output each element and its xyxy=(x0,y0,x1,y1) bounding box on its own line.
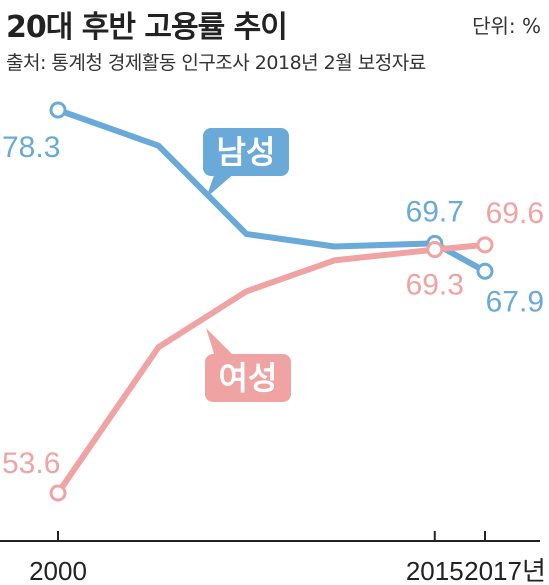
data-label-female: 53.6 xyxy=(2,447,60,480)
legend-callout-male-tail xyxy=(206,170,236,198)
unit-label: 단위: % xyxy=(472,14,541,38)
data-point-female xyxy=(49,484,67,502)
legend-callout-male-label: 남성 xyxy=(217,133,276,171)
data-label-female: 69.3 xyxy=(406,269,464,302)
data-point-male xyxy=(476,262,494,280)
legend-callout-male-box xyxy=(203,128,289,176)
data-label-male: 78.3 xyxy=(2,131,60,164)
data-label-female: 69.6 xyxy=(486,197,544,230)
legend-callout-female-box xyxy=(205,354,291,402)
chart-title: 20대 후반 고용률 추이 xyxy=(6,10,288,45)
data-label-male: 67.9 xyxy=(486,285,544,318)
data-point-male xyxy=(49,101,67,119)
legend-callout-female-label: 여성 xyxy=(219,359,278,397)
data-point-female xyxy=(426,241,444,259)
x-tick-label: 2015 xyxy=(406,556,464,585)
source-note: 출처: 통계청 경제활동 인구조사 2018년 2월 보정자료 xyxy=(6,52,426,74)
data-label-male: 69.7 xyxy=(406,195,464,228)
legend-callout-female-tail xyxy=(206,328,236,360)
x-tick-label: 2000 xyxy=(29,556,87,585)
x-tick-label: 2017년 xyxy=(464,556,546,585)
data-point-female xyxy=(476,236,494,254)
